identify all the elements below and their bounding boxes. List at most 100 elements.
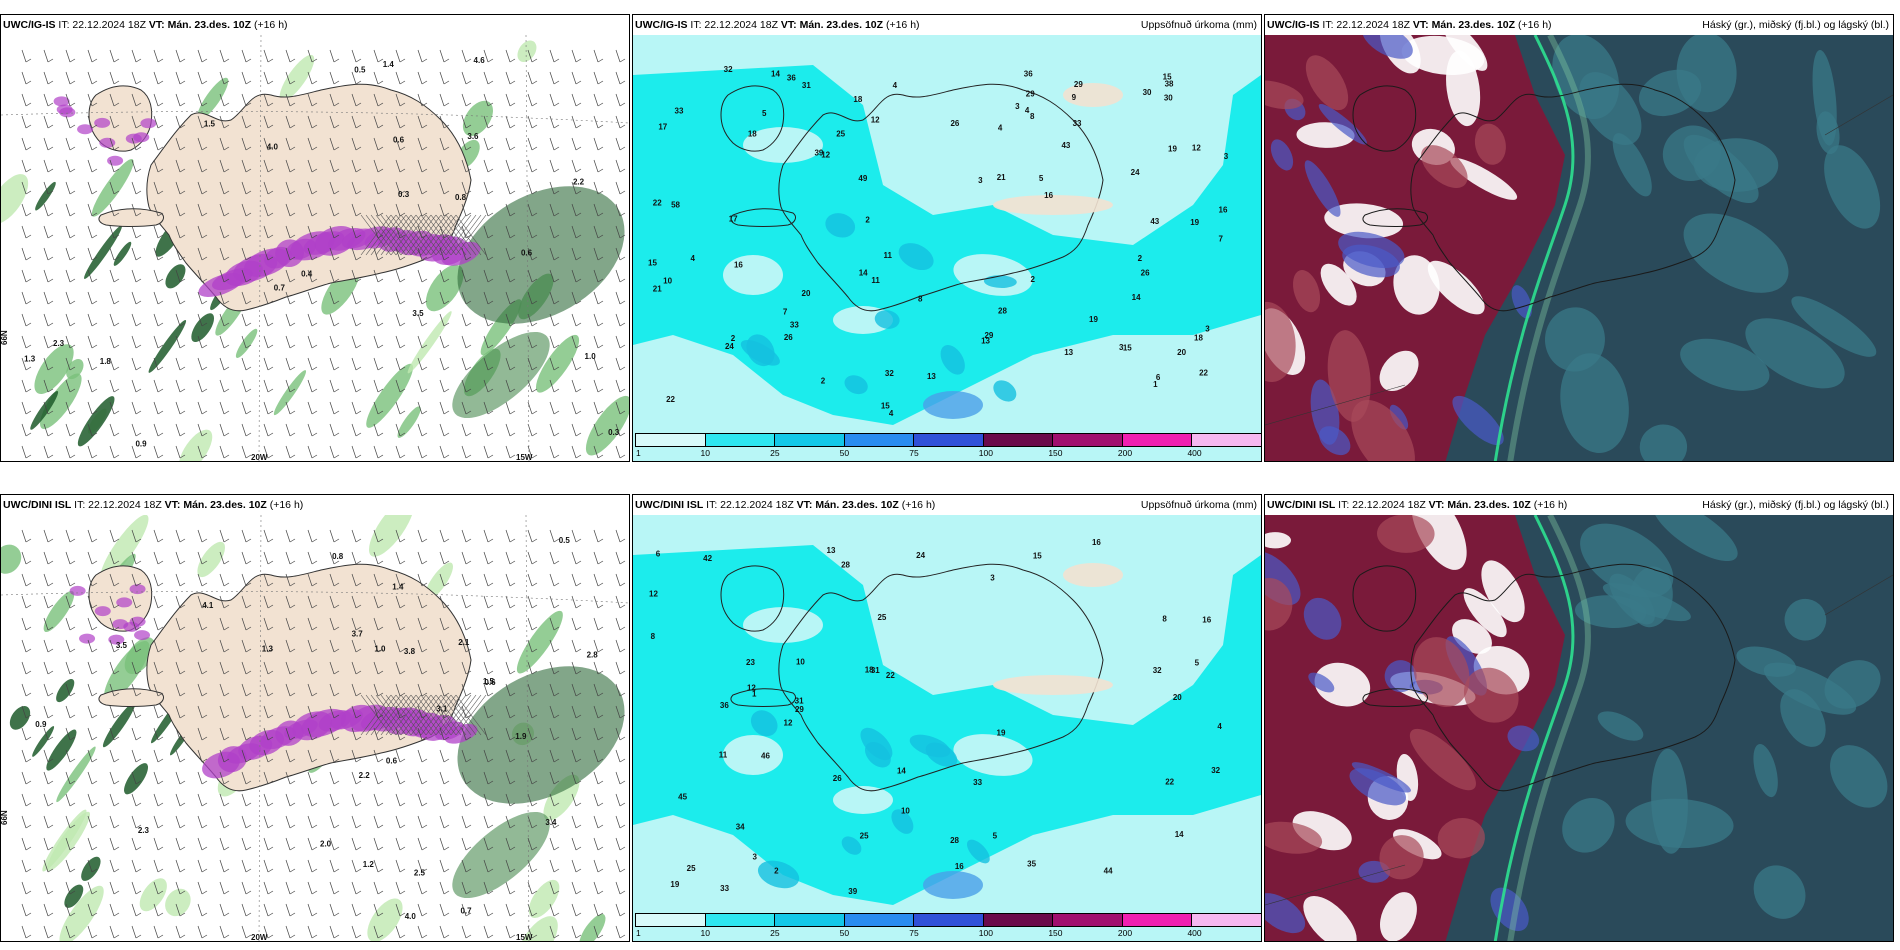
precip-value: 1 [752, 689, 757, 698]
precip-value: 16 [1219, 206, 1228, 215]
valid-time: Mán. 23.des. 10Z [799, 19, 884, 31]
map-panel-dini-precip: UWC/DINI ISL IT: 22.12.2024 18Z VT: Mán.… [632, 494, 1262, 942]
precip-value: 43 [1150, 217, 1159, 226]
legend-swatch [1052, 913, 1123, 927]
legend-swatch [1121, 433, 1193, 447]
precip-value: 17 [729, 215, 738, 224]
legend-swatch [843, 433, 915, 447]
precip-value: 12 [784, 718, 793, 727]
precip-value: 10 [796, 658, 805, 667]
precip-value: 8 [1162, 615, 1167, 624]
value-label: 0.6 [393, 135, 405, 144]
precip-value: 46 [761, 751, 770, 760]
precip-value: 7 [783, 307, 788, 316]
wind-barbs [21, 529, 626, 939]
precip-value: 8 [1030, 112, 1035, 121]
legend-swatch [704, 433, 776, 447]
panel-header: UWC/DINI ISL IT: 22.12.2024 18Z VT: Mán.… [633, 495, 1261, 515]
iceland-coastline [1352, 563, 1736, 792]
precip-value: 36 [1024, 69, 1033, 78]
precip-value: 20 [1177, 348, 1186, 357]
lead-time: (+16 h) [901, 499, 936, 511]
lead-time: (+16 h) [269, 499, 304, 511]
panel-header: UWC/IG-IS IT: 22.12.2024 18Z VT: Mán. 23… [633, 15, 1261, 35]
axis-label-15w: 15W [516, 933, 533, 942]
precip-value: 16 [1044, 191, 1053, 200]
precip-value: 5 [1039, 174, 1044, 183]
model-name: UWC/IG-IS [3, 19, 56, 31]
cloud-map [1265, 515, 1893, 941]
precip-value: 31 [795, 696, 804, 705]
precip-value: 20 [1173, 693, 1182, 702]
legend-label: 100 [978, 448, 993, 458]
panel-header: UWC/DINI ISL IT: 22.12.2024 18Z VT: Mán.… [1265, 495, 1893, 515]
precip-value: 7 [1219, 234, 1224, 243]
model-name: UWC/IG-IS [635, 19, 688, 31]
precip-legend: 1 10 25 50 75 100 150 200 400 [635, 913, 1261, 939]
legend-swatch [843, 913, 915, 927]
value-labels: 0.6 1.0 0.8 0.7 0.5 0.9 0.3 2.3 1.5 3.5 3.6 4.0 4.6 1… [24, 56, 620, 448]
field-title: Uppsöfnuð úrkoma (mm) [1140, 19, 1257, 31]
precip-value: 44 [1104, 867, 1113, 876]
valid-time: Mán. 23.des. 10Z [815, 499, 899, 511]
precip-value: 58 [671, 200, 680, 209]
wind-barbs [21, 49, 626, 459]
valid-time: Mán. 23.des. 10Z [183, 499, 267, 511]
precip-map: 20 19 11 14 12 32 33 16 10 8 12 13 16 23 24 31 42 45 44 39 2… [633, 515, 1261, 941]
axis-label-66n: 66N [1, 810, 9, 825]
high-cloud-area [1265, 515, 1565, 941]
precip-value: 42 [703, 554, 712, 563]
precip-value: 3 [990, 573, 995, 582]
precip-value: 14 [897, 766, 906, 775]
legend-label: 400 [1187, 448, 1202, 458]
precip-value: 3 [1224, 152, 1229, 161]
precip-value: 33 [1073, 119, 1082, 128]
lead-time: (+16 h) [253, 19, 288, 31]
axis-label-66n: 66N [1, 330, 9, 345]
precip-value: 18 [1194, 333, 1203, 342]
precip-value: 2 [1138, 254, 1143, 263]
graticule [1, 515, 629, 941]
value-label: 0.6 [386, 757, 398, 766]
value-label: 1.9 [515, 732, 527, 741]
hatch-overlay [360, 694, 487, 736]
model-name: UWC/DINI ISL [635, 499, 704, 511]
field-title: Háský (gr.), miðský (fj.bl.) og lágský (… [1702, 19, 1889, 31]
precip-value: 3 [753, 852, 758, 861]
precip-value: 28 [950, 836, 959, 845]
value-label: 2.3 [53, 339, 65, 348]
value-label: 4.0 [267, 142, 279, 151]
precip-value: 32 [1153, 666, 1162, 675]
map-panel-ig-cloud: UWC/IG-IS IT: 22.12.2024 18Z VT: Mán. 23… [1264, 14, 1894, 462]
precip-value: 4 [1025, 106, 1030, 115]
value-label: 1.2 [363, 860, 375, 869]
valid-label: VT: [1428, 499, 1445, 511]
precip-value: 31 [802, 81, 811, 90]
value-label: 1.3 [24, 355, 36, 364]
legend-swatch [913, 913, 984, 927]
field-title: Uppsöfnuð úrkoma (mm) [1140, 499, 1257, 511]
precip-value: 26 [1141, 269, 1150, 278]
legend-label: 200 [1117, 928, 1133, 938]
model-name: UWC/DINI ISL [3, 499, 72, 511]
precip-value: 43 [1061, 141, 1070, 150]
value-label: 0.3 [398, 190, 410, 199]
legend-label: 10 [700, 448, 711, 458]
precip-value: 4 [690, 254, 695, 263]
precip-value: 14 [1175, 830, 1184, 839]
init-time: IT: 22.12.2024 18Z [690, 19, 778, 31]
precip-value: 14 [1132, 293, 1141, 302]
precip-value: 25 [860, 831, 869, 840]
valid-label: VT: [164, 499, 181, 511]
precip-value: 12 [747, 683, 756, 692]
precip-value: 5 [762, 109, 767, 118]
precip-value: 49 [858, 174, 867, 183]
precip-map: 19 13 14 11 38 15 36 24 16 9 6 19 14 18 12 17 21 15 13 22 28… [633, 35, 1261, 461]
precip-value: 3 [978, 176, 983, 185]
value-label: 2.1 [458, 638, 470, 647]
precip-value: 2 [731, 334, 736, 343]
legend-label: 400 [1187, 928, 1202, 938]
precip-values: 2019111412323316108121316232431424544392… [649, 538, 1222, 896]
precip-value: 32 [724, 65, 733, 74]
precip-value: 12 [649, 589, 658, 598]
